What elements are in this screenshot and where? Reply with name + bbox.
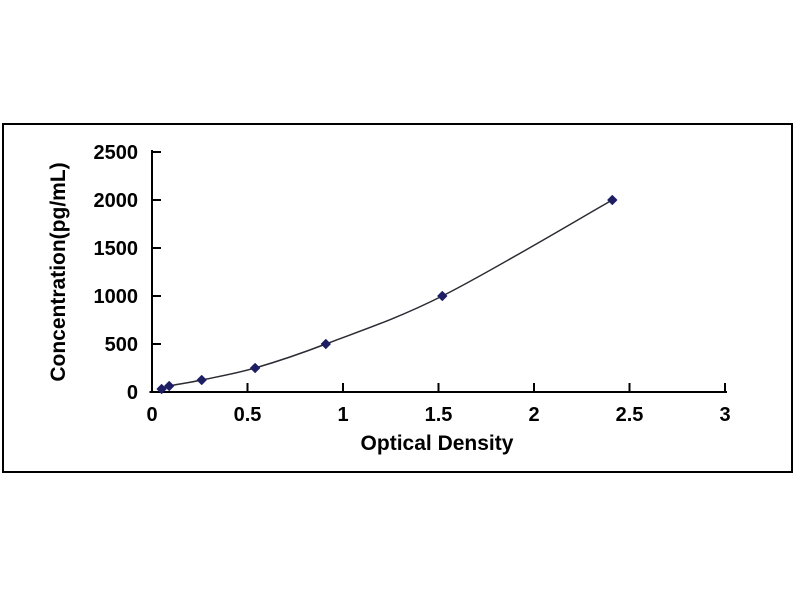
standard-curve-figure: 0 0.5 1 1.5 2 2.5 3 0 500 1000 1500 2000 2500 Optica… bbox=[2, 123, 793, 473]
data-point-marker bbox=[196, 375, 207, 385]
x-axis-title: Optical Density bbox=[360, 432, 514, 455]
x-tick-label: 0.5 bbox=[234, 404, 262, 426]
data-point-marker bbox=[250, 363, 261, 373]
data-point-marker bbox=[164, 381, 175, 391]
y-tick-label: 0 bbox=[127, 382, 138, 404]
x-tick-label: 1 bbox=[337, 404, 348, 426]
x-tick-label: 2 bbox=[528, 404, 539, 426]
data-point-marker bbox=[437, 291, 448, 301]
x-tick-label: 2.5 bbox=[616, 404, 644, 426]
x-tick-label: 0 bbox=[146, 404, 157, 426]
y-tick-label: 1000 bbox=[94, 286, 139, 308]
y-tick-label: 2500 bbox=[94, 142, 139, 164]
data-point-marker bbox=[320, 339, 331, 349]
data-point-marker bbox=[156, 384, 167, 394]
x-tick-label: 1.5 bbox=[425, 404, 453, 426]
data-point-marker bbox=[607, 195, 618, 205]
y-tick-label: 2000 bbox=[94, 190, 139, 212]
y-tick-label: 1500 bbox=[94, 238, 139, 260]
y-axis-title: Concentration(pg/mL) bbox=[47, 162, 70, 382]
curve-line bbox=[161, 199, 613, 390]
standard-curve-plot: 0 0.5 1 1.5 2 2.5 3 0 500 1000 1500 2000 2500 bbox=[94, 142, 731, 426]
y-tick-label: 500 bbox=[105, 334, 138, 356]
x-tick-label: 3 bbox=[719, 404, 730, 426]
